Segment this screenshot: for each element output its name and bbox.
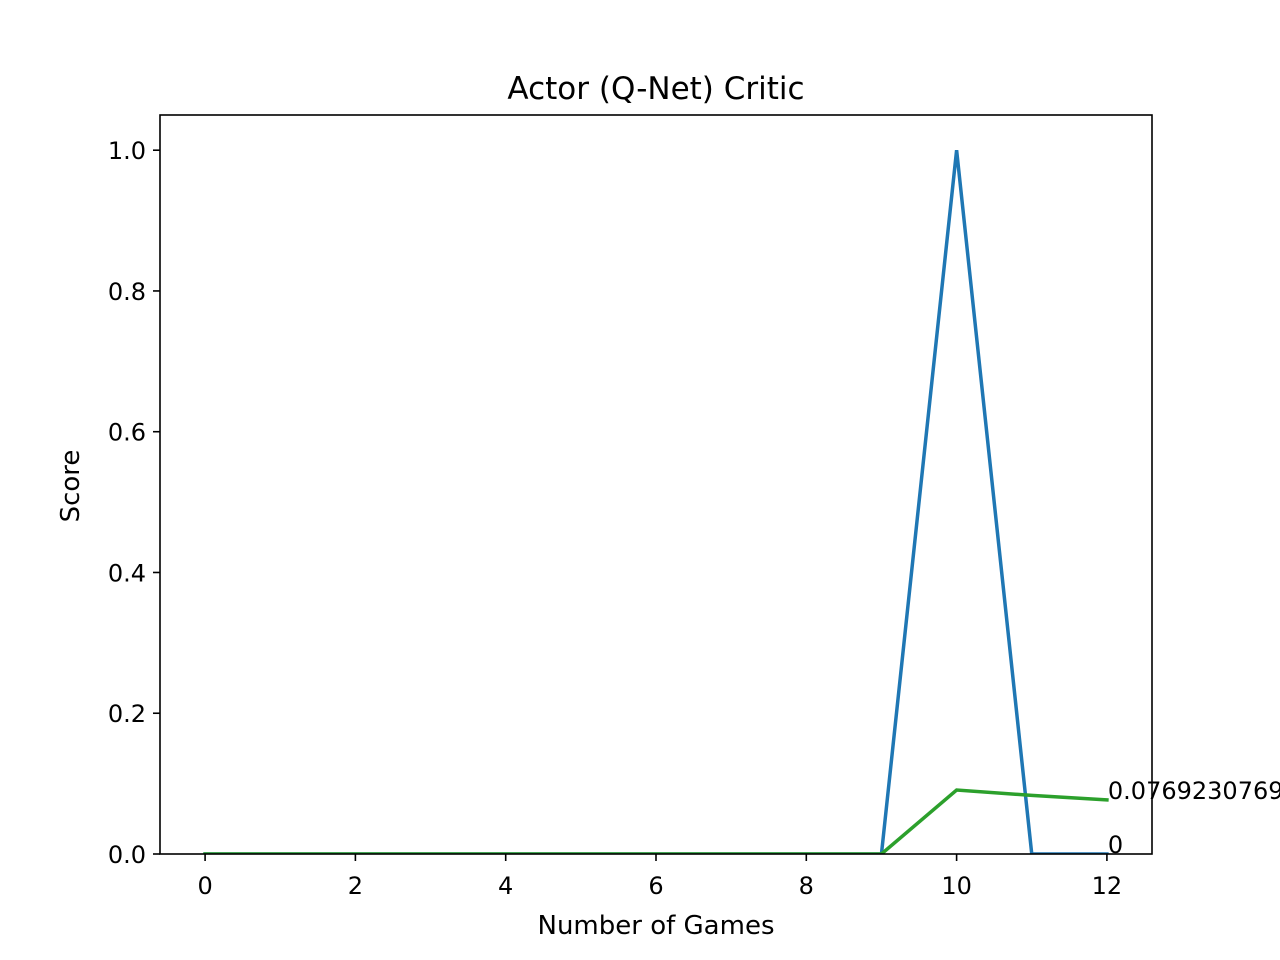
x-tick-label: 4 (498, 872, 513, 900)
y-axis: 0.0 0.2 0.4 0.6 0.8 1.0 (108, 137, 160, 869)
y-tick-label: 0.6 (108, 419, 146, 447)
annotation-1: 0.07692307692307693 (1108, 777, 1280, 805)
x-tick-label: 0 (197, 872, 212, 900)
x-tick-label: 8 (799, 872, 814, 900)
y-tick-label: 0.0 (108, 841, 146, 869)
axes-frame (159, 114, 1153, 855)
x-tick-label: 2 (348, 872, 363, 900)
annotations: 0.07692307692307693 0 (1108, 777, 1280, 859)
x-axis: 0 2 4 6 8 10 12 (197, 854, 1122, 900)
chart-title: Actor (Q-Net) Critic (507, 71, 804, 107)
x-tick-label: 10 (941, 872, 972, 900)
y-tick-label: 1.0 (108, 137, 146, 165)
annotation-2: 0 (1108, 831, 1123, 859)
y-tick-label: 0.4 (108, 559, 146, 587)
x-tick-label: 6 (648, 872, 663, 900)
x-tick-label: 12 (1092, 872, 1123, 900)
x-axis-title: Number of Games (538, 911, 775, 941)
series-line-2 (203, 788, 1109, 854)
y-tick-label: 0.2 (108, 700, 146, 728)
series-line-1 (203, 150, 1109, 854)
y-axis-title: Score (56, 450, 86, 523)
y-tick-label: 0.8 (108, 278, 146, 306)
plot-area (203, 150, 1109, 854)
